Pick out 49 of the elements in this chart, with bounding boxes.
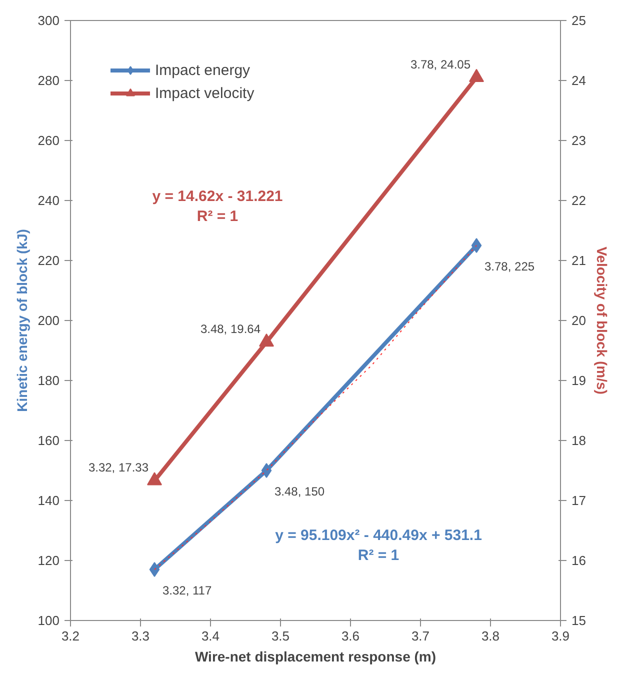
y2-tick-label: 15 xyxy=(572,613,586,628)
y-tick-label: 160 xyxy=(38,433,60,448)
legend-label: Impact energy xyxy=(155,62,250,78)
annotation: y = 14.62x - 31.221 R² = 1 xyxy=(152,188,283,226)
data-label: 3.78, 24.05 xyxy=(410,58,471,72)
y-tick-label: 260 xyxy=(38,133,60,148)
y2-tick-label: 16 xyxy=(572,553,586,568)
y-tick-label: 240 xyxy=(38,193,60,208)
point xyxy=(149,562,160,577)
x-tick-label: 3.6 xyxy=(341,628,360,644)
y2-tick-label: 23 xyxy=(572,133,586,148)
x-tick-label: 3.9 xyxy=(551,628,570,644)
y-tick-label: 280 xyxy=(38,73,60,88)
point xyxy=(469,68,484,82)
y2-tick-label: 18 xyxy=(572,433,586,448)
data-label: 3.48, 150 xyxy=(274,484,325,498)
y2-tick-label: 25 xyxy=(572,13,586,28)
x-tick-label: 3.8 xyxy=(481,628,500,644)
x-tick-label: 3.5 xyxy=(271,628,290,644)
y2-tick-label: 22 xyxy=(572,193,586,208)
annotation: y = 95.109x² - 440.49x + 531.1 R² = 1 xyxy=(275,526,482,564)
point xyxy=(471,238,482,253)
point xyxy=(147,472,162,486)
point xyxy=(259,334,274,347)
y2-axis-title: Velocity of block (m/s) xyxy=(594,246,610,394)
y2-tick-label: 21 xyxy=(572,253,586,268)
y2-tick-label: 24 xyxy=(572,73,586,88)
data-label: 3.32, 117 xyxy=(162,584,212,598)
x-tick-label: 3.7 xyxy=(411,628,430,644)
x-axis-title: Wire-net displacement response (m) xyxy=(194,648,436,664)
x-tick-label: 3.4 xyxy=(201,628,220,644)
x-tick-label: 3.2 xyxy=(61,628,80,644)
y-tick-label: 120 xyxy=(38,553,60,568)
y2-tick-label: 20 xyxy=(572,313,586,328)
y-tick-label: 300 xyxy=(38,13,60,28)
x-tick-label: 3.3 xyxy=(131,628,150,644)
legend-label: Impact velocity xyxy=(155,84,254,102)
y-tick-label: 200 xyxy=(38,313,60,328)
y-tick-label: 180 xyxy=(38,373,60,388)
y2-tick-label: 19 xyxy=(572,373,586,388)
point xyxy=(261,463,272,478)
data-label: 3.78, 225 xyxy=(484,260,535,274)
y-axis-title: Kinetic energy of block (kJ) xyxy=(14,229,30,412)
y-tick-label: 140 xyxy=(38,493,60,508)
y-tick-label: 100 xyxy=(38,613,60,628)
data-label: 3.32, 17.33 xyxy=(88,460,149,475)
data-label: 3.48, 19.64 xyxy=(200,322,261,336)
y2-tick-label: 17 xyxy=(572,493,586,508)
y-tick-label: 220 xyxy=(38,253,60,268)
